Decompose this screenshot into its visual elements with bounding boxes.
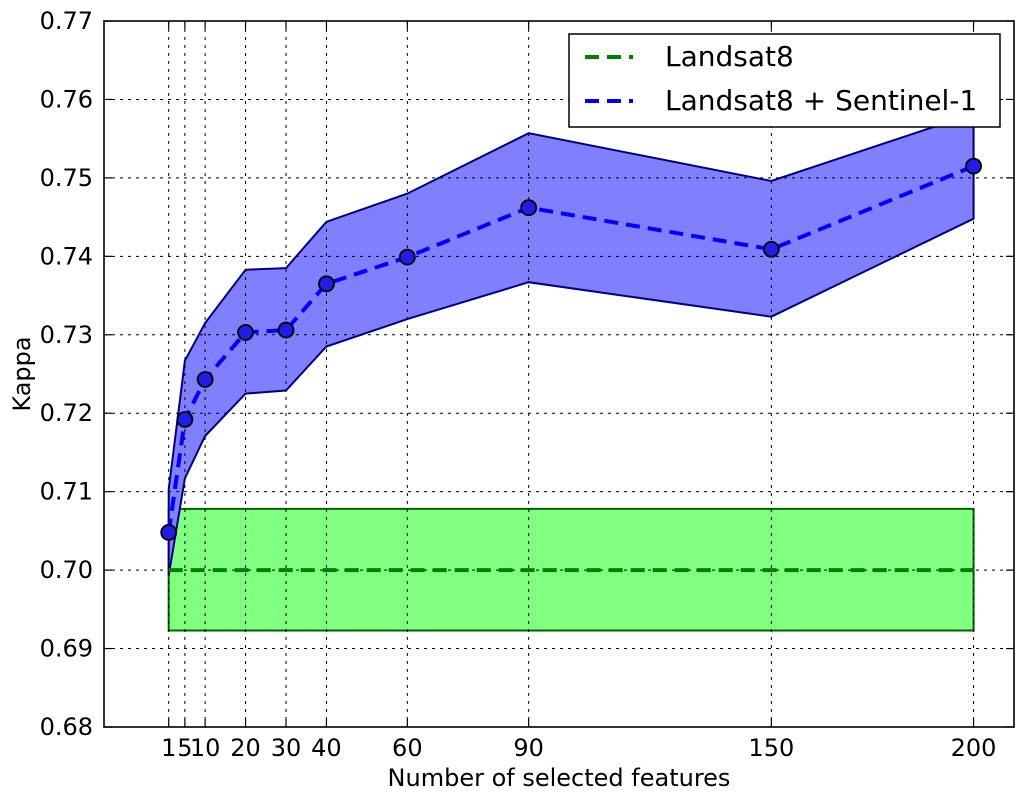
y-tick-label-0.69: 0.69 [40,635,93,663]
data-point-200 [965,157,982,175]
y-tick-label-0.73: 0.73 [40,321,93,349]
data-point-20 [237,324,254,341]
x-tick-label-10: 10 [190,734,221,762]
data-point-5 [176,411,194,428]
x-tick-label-90: 90 [513,734,544,762]
y-tick-label-0.72: 0.72 [40,399,93,427]
tick-labels: 1 510 20 30 40 60 90 150 200 0.68 0.69 0.70 0.71 0.72… [40,7,997,762]
x-tick-label-150: 150 [748,734,794,762]
x-tick-label-200: 200 [951,734,997,762]
y-tick-label-0.77: 0.77 [40,7,93,35]
x-axis-title: Number of selected features [388,764,731,792]
y-tick-label-0.68: 0.68 [40,713,93,741]
plot-frame [103,20,1015,728]
y-tick-label-0.71: 0.71 [40,478,93,506]
data-markers [160,157,982,541]
data-point-10 [196,371,214,388]
data-point-1 [160,524,178,541]
x-tick-label-1: 1 [161,734,176,762]
confidence-band-series-2 [167,112,975,576]
y-tick-label-0.76: 0.76 [40,85,93,113]
data-point-150 [762,240,780,258]
x-tick-label-60: 60 [392,734,423,762]
legend-label-landsat8-sentinel1: Landsat8 + Sentinel-1 [665,84,977,117]
confidence-bands [167,112,975,632]
axis-ticks [104,20,1014,728]
series-lines [166,164,975,573]
series-line-2 [166,164,975,533]
data-point-30 [277,321,295,339]
y-tick-label-0.74: 0.74 [40,242,93,270]
legend: Landsat8 Landsat8 + Sentinel-1 [568,33,1001,128]
x-tick-label-40: 40 [311,734,342,762]
data-point-90 [520,199,538,217]
legend-box [568,33,1001,128]
x-tick-label-5: 5 [177,734,192,762]
y-tick-label-0.70: 0.70 [40,556,93,584]
data-point-40 [318,275,335,293]
data-point-60 [398,248,416,266]
x-tick-label-30: 30 [271,734,302,762]
y-tick-label-0.75: 0.75 [40,164,93,192]
x-tick-label-20: 20 [230,734,261,762]
y-axis-title: Kappa [8,336,36,411]
legend-label-landsat8: Landsat8 [665,40,794,73]
